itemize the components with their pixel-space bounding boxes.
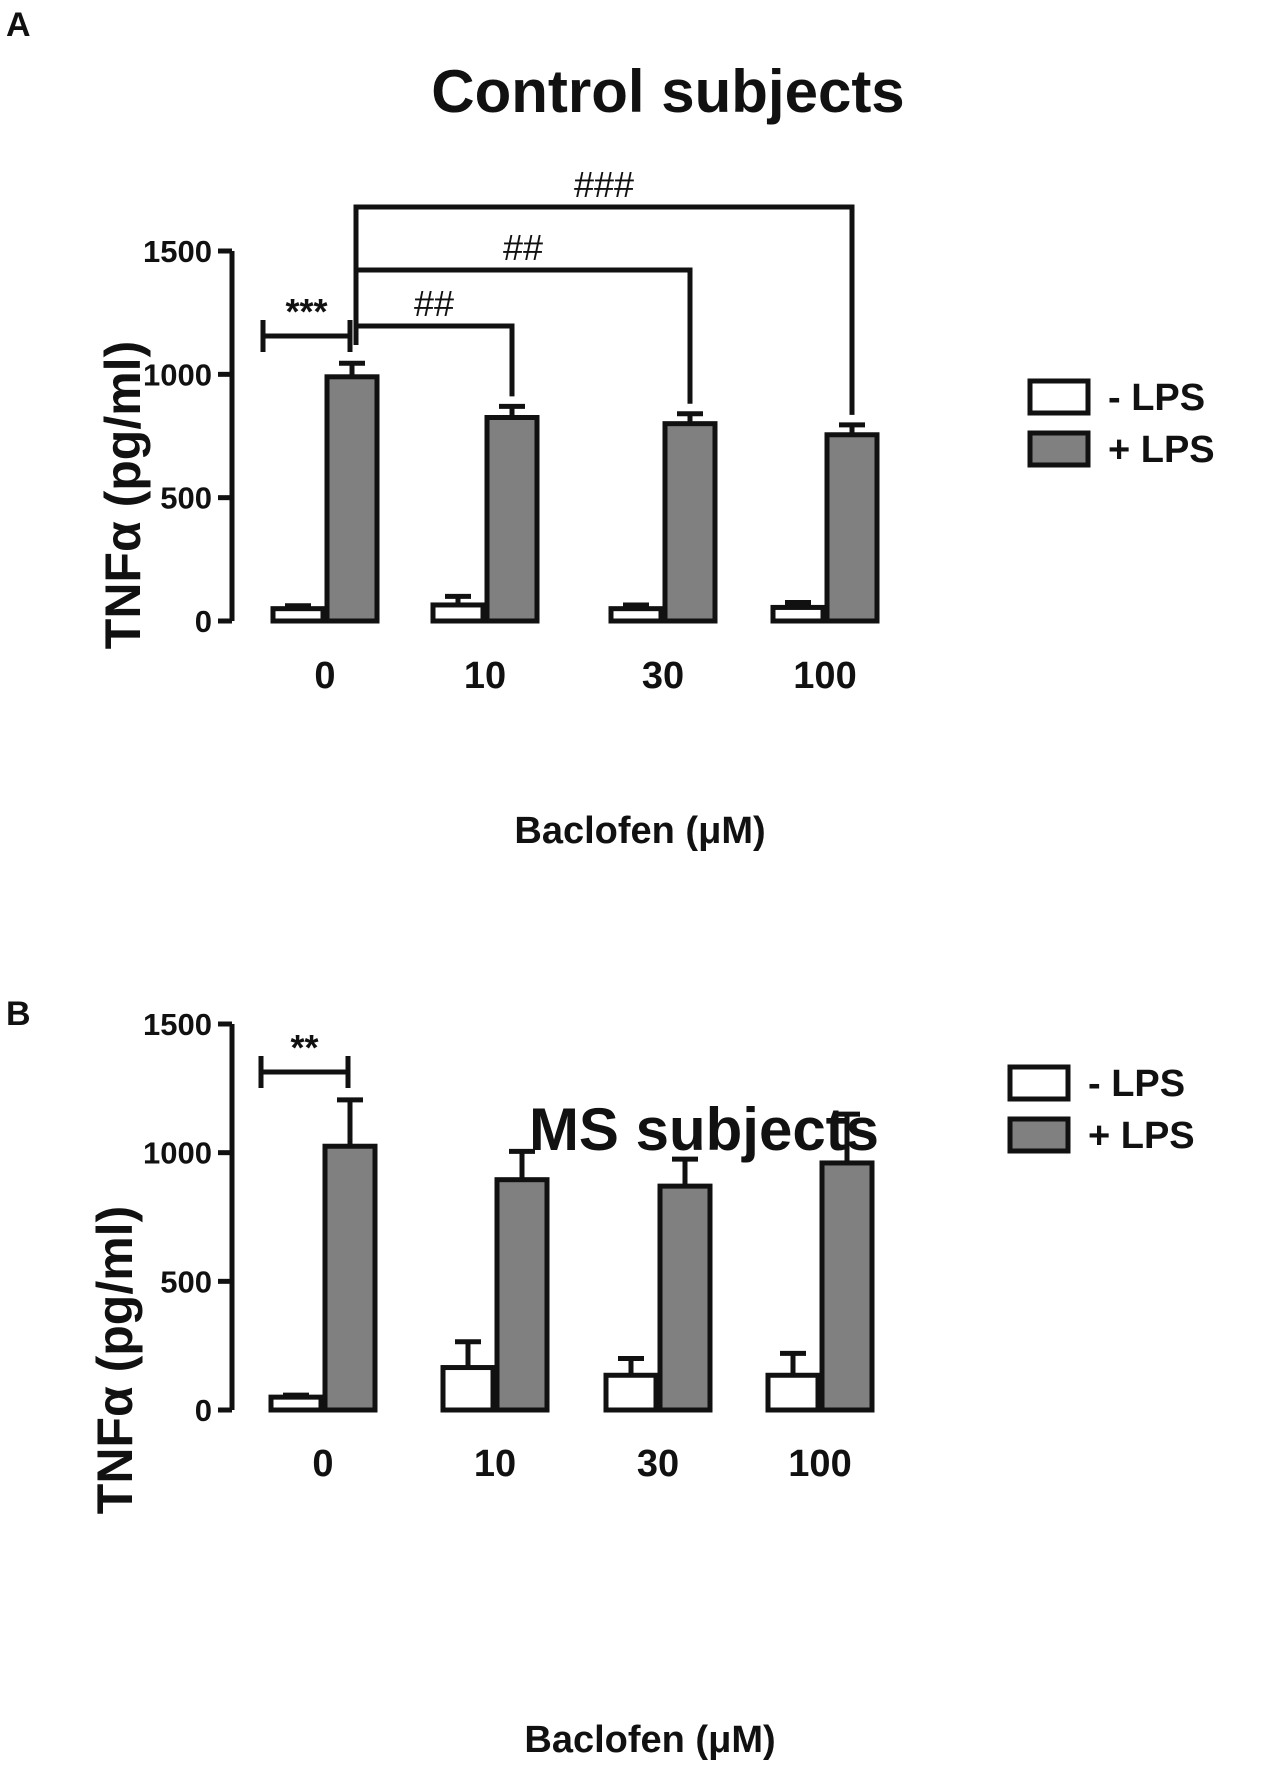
panel-a-bar-plus-lps — [662, 421, 718, 624]
panel-b-y-tick-label: 0 — [195, 1393, 212, 1428]
panel-b-bar-plus-lps — [494, 1177, 550, 1413]
panel-b: B MS subjects Baclofen (μM) TNFα (pg/ml)… — [6, 995, 1195, 1761]
panel-a-y-tick-label: 1000 — [143, 357, 212, 392]
panel-a: A Control subjects Baclofen (μM) TNFα (p… — [6, 6, 1215, 852]
panel-a-comparison-bracket — [353, 204, 855, 415]
panel-a-bar-plus-lps — [484, 415, 540, 624]
panel-b-x-axis-label: Baclofen (μM) — [524, 1719, 775, 1761]
panel-a-y-tick-label: 1500 — [143, 234, 212, 269]
panel-b-bar-minus-lps — [765, 1372, 821, 1413]
panel-a-x-tick-label: 30 — [642, 655, 684, 697]
panel-b-bar-plus-lps — [819, 1160, 875, 1413]
panel-b-x-tick-label: 0 — [312, 1443, 333, 1485]
panel-b-legend-label: - LPS — [1088, 1063, 1185, 1105]
panel-b-bar-minus-lps — [268, 1394, 324, 1413]
panel-a-legend: - LPS + LPS — [1027, 377, 1215, 471]
panel-a-bar-minus-lps — [608, 606, 664, 624]
panel-b-legend: - LPS + LPS — [1007, 1063, 1195, 1157]
panel-b-x-tick-label: 10 — [474, 1443, 516, 1485]
panel-b-letter: B — [6, 995, 31, 1033]
panel-a-title: Control subjects — [431, 58, 904, 125]
panel-b-plot-area: 0 500 1000 1500 0 10 30 100 ** — [143, 1007, 875, 1485]
panel-a-legend-label: + LPS — [1108, 429, 1215, 471]
panel-a-bar-minus-lps — [770, 604, 826, 624]
panel-b-y-axis-label: TNFα (pg/ml) — [87, 1206, 143, 1514]
panel-b-significance-label: ** — [290, 1027, 318, 1068]
panel-b-bar-minus-lps — [440, 1365, 496, 1413]
panel-b-x-tick-label: 30 — [637, 1443, 679, 1485]
panel-b-bar-plus-lps — [657, 1183, 713, 1413]
panel-a-comparison-bracket — [353, 323, 515, 397]
panel-a-x-tick-label: 100 — [793, 655, 856, 697]
panel-a-significance-label: *** — [285, 291, 327, 332]
panel-b-y-tick-label: 1500 — [143, 1007, 212, 1042]
panel-b-x-tick-label: 100 — [788, 1443, 851, 1485]
panel-b-y-tick-label: 500 — [160, 1264, 212, 1299]
panel-b-bar-plus-lps — [322, 1143, 378, 1413]
panel-a-legend-label: - LPS — [1108, 377, 1205, 419]
panel-a-x-tick-label: 0 — [314, 655, 335, 697]
panel-a-letter: A — [6, 6, 31, 44]
panel-b-legend-swatch — [1007, 1064, 1071, 1102]
panel-a-bar-minus-lps — [270, 606, 326, 624]
panel-a-comparison-label: ## — [414, 283, 454, 324]
panel-a-y-tick-label: 0 — [195, 604, 212, 639]
panel-a-comparison-label: ## — [503, 227, 543, 268]
panel-a-legend-swatch — [1027, 378, 1091, 416]
panel-a-bar-plus-lps — [824, 432, 880, 624]
panel-a-comparison-label: ### — [574, 164, 634, 205]
panel-a-x-tick-label: 10 — [464, 655, 506, 697]
panel-b-title: MS subjects — [529, 1096, 879, 1163]
panel-a-y-axis-label: TNFα (pg/ml) — [95, 341, 151, 649]
panel-b-legend-label: + LPS — [1088, 1115, 1195, 1157]
panel-a-bar-minus-lps — [430, 602, 486, 624]
panel-a-y-tick-label: 500 — [160, 481, 212, 516]
panel-b-bar-minus-lps — [603, 1372, 659, 1413]
panel-b-y-tick-label: 1000 — [143, 1136, 212, 1171]
panel-a-x-axis-label: Baclofen (μM) — [514, 810, 765, 852]
panel-a-bar-plus-lps — [324, 374, 380, 624]
panel-a-comparison-bracket — [353, 267, 693, 404]
panel-a-legend-swatch — [1027, 430, 1091, 468]
panel-b-legend-swatch — [1007, 1116, 1071, 1154]
